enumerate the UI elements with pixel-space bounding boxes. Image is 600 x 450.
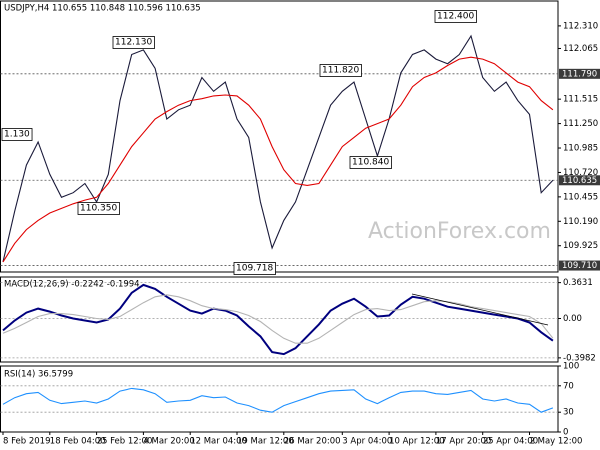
x-tick-label: 25 Feb 12:00 — [97, 437, 153, 447]
level-box — [559, 175, 600, 186]
panel-frame — [0, 276, 559, 363]
y-tick-label: 109.925 — [563, 241, 598, 251]
y-tick-label: -0.3982 — [563, 353, 596, 363]
y-tick-label: 0.00 — [563, 314, 582, 324]
series-line — [2, 56, 554, 263]
annotation: 110.840 — [352, 158, 389, 168]
series-line — [2, 34, 554, 263]
series-line — [2, 283, 554, 356]
x-tick-label: 8 Feb 2019 — [3, 437, 51, 447]
y-tick-label: 110.985 — [563, 144, 598, 154]
annotation: 110.350 — [80, 204, 117, 214]
annotation-box — [319, 64, 362, 77]
x-tick-label: 19 Mar 12:00 — [237, 437, 294, 447]
y-tick-label: 30 — [563, 408, 574, 418]
level-label: 110.635 — [562, 176, 597, 186]
macd-title: MACD(12,26,9) -0.2242 -0.1994 — [4, 280, 140, 290]
y-tick-label: 112.065 — [563, 44, 598, 54]
level-label: 109.710 — [562, 261, 597, 271]
chart-title: USDJPY,H4 110.655 110.848 110.596 110.63… — [4, 4, 201, 14]
series-line — [2, 294, 554, 344]
x-tick-label: 25 Apr 04:00 — [483, 437, 538, 447]
annotation: 111.820 — [322, 66, 359, 76]
y-tick-label: 110.720 — [563, 168, 598, 178]
annotation: 1.130 — [4, 130, 30, 140]
y-tick-label: 112.310 — [563, 21, 598, 31]
annotation-box — [233, 262, 276, 275]
x-tick-label: 10 Apr 12:00 — [389, 437, 444, 447]
y-tick-label: 0 — [563, 428, 568, 438]
y-tick-label: 0.3631 — [563, 278, 593, 288]
y-tick-label: 110.455 — [563, 192, 598, 202]
level-box — [559, 68, 600, 79]
x-tick-label: 3 Apr 04:00 — [342, 437, 392, 447]
annotation-box — [1, 128, 33, 141]
x-tick-label: 12 Mar 04:00 — [190, 437, 247, 447]
panel-frame — [0, 0, 559, 273]
annotation-box — [112, 36, 155, 49]
rsi-title: RSI(14) 36.5799 — [4, 370, 73, 380]
series-line — [2, 387, 554, 413]
y-tick-label: 100 — [563, 362, 579, 372]
level-box — [559, 260, 600, 271]
x-tick-label: 17 Apr 20:00 — [436, 437, 491, 447]
annotation: 112.130 — [115, 38, 152, 48]
trend-line — [411, 293, 549, 326]
annotation: 112.400 — [437, 12, 474, 22]
y-tick-label: 111.515 — [563, 95, 598, 105]
watermark: ActionForex.com — [368, 219, 551, 244]
annotation-box — [77, 202, 120, 215]
annotation: 109.718 — [236, 264, 273, 274]
x-tick-label: 4 Mar 20:00 — [143, 437, 194, 447]
level-label: 111.790 — [562, 69, 597, 79]
x-tick-label: 2 May 12:00 — [530, 437, 583, 447]
y-tick-label: 110.190 — [563, 217, 598, 227]
annotation-box — [349, 156, 392, 169]
panel-frame — [0, 365, 559, 433]
x-tick-label: 26 Mar 20:00 — [284, 437, 341, 447]
annotation-box — [434, 10, 477, 23]
y-tick-label: 70 — [563, 381, 574, 391]
x-tick-label: 18 Feb 04:00 — [50, 437, 106, 447]
y-tick-label: 111.250 — [563, 119, 598, 129]
